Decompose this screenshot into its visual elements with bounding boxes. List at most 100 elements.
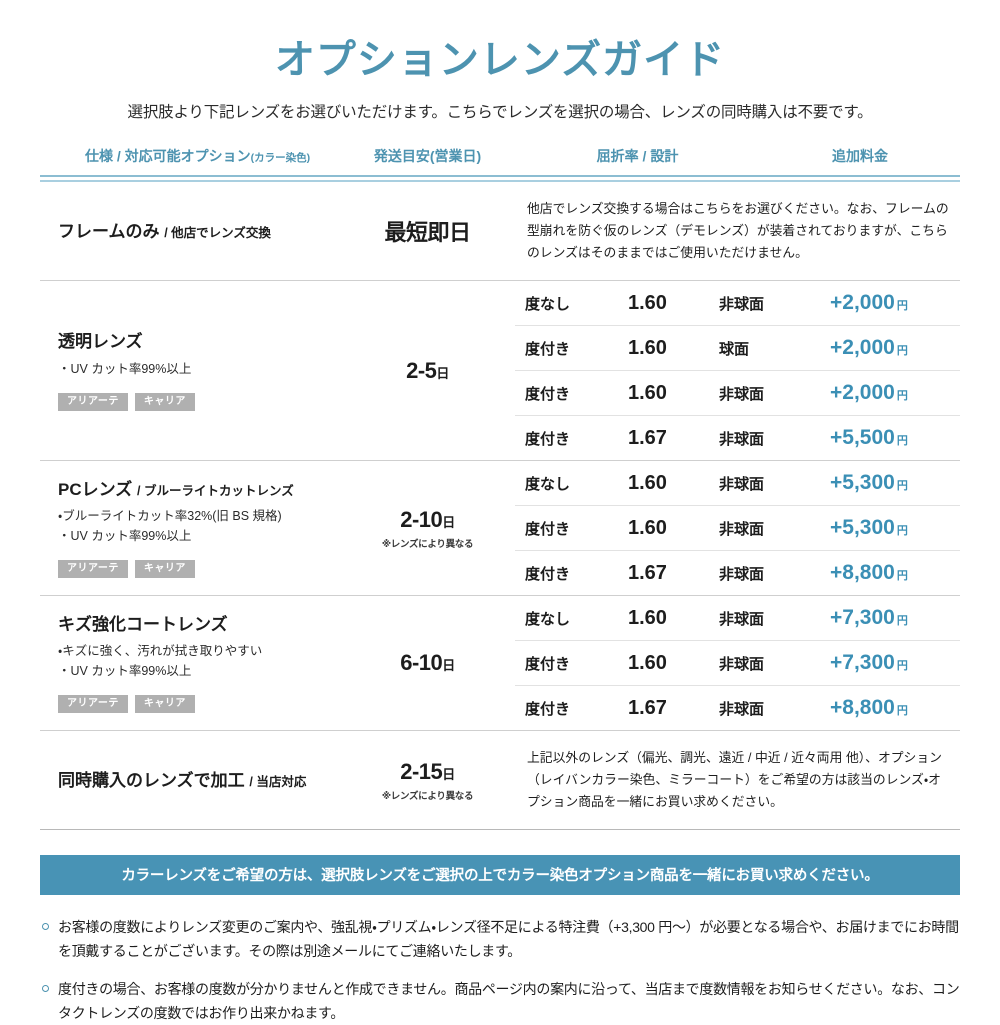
variant-refractive-index: 1.60 <box>628 471 667 494</box>
variant-refractive-index: 1.60 <box>628 291 667 314</box>
lens-spec-cell: 透明レンズ・UV カット率99%以上 アリアーテ キャリア <box>40 281 340 460</box>
variant-price-value: +5,500 <box>830 426 895 449</box>
lens-feature-item: ・ブルーライトカット率32%(旧 BS 規格) <box>58 508 282 523</box>
variant-degree: 度なし <box>525 475 571 493</box>
column-header-index-design: 屈折率 / 設計 <box>596 148 679 164</box>
variant-design: 非球面 <box>719 655 765 673</box>
column-header-shipping: 発送目安(営業日) <box>373 148 482 164</box>
lens-name: フレームのみ / 他店でレンズ交換 <box>58 222 334 242</box>
table-row: キズ強化コートレンズ・キズに強く、汚れが拭き取りやすい ・UV カット率99%以上… <box>40 596 960 731</box>
variant-refractive-index: 1.60 <box>628 651 667 674</box>
lens-name-main: キズ強化コートレンズ <box>58 614 228 634</box>
variant-refractive-index: 1.67 <box>628 696 667 719</box>
variant-price-value: +5,300 <box>830 516 895 539</box>
lens-name: 透明レンズ <box>58 332 334 352</box>
variant-degree: 度付き <box>525 655 571 673</box>
option-tag: アリアーテ <box>58 560 128 579</box>
lens-feature-list: ・キズに強く、汚れが拭き取りやすい ・UV カット率99%以上 <box>58 641 334 682</box>
variant-design: 非球面 <box>719 430 765 448</box>
column-header-spec-note: (カラー染色) <box>250 152 311 164</box>
variant-degree: 度なし <box>525 610 571 628</box>
lens-name-sub: / 当店対応 <box>249 774 307 789</box>
option-tag: アリアーテ <box>58 695 128 714</box>
variant-price-currency: 円 <box>896 390 908 402</box>
variant-design: 非球面 <box>719 610 765 628</box>
lens-variant-row: 度付き 1.67 非球面 +8,800 円 <box>515 686 960 730</box>
lens-variant-list: 度なし 1.60 非球面 +7,300 円度付き 1.60 非球面 +7,300 円度付き 1.6… <box>515 596 960 730</box>
lens-name-main: PCレンズ <box>58 479 133 499</box>
variant-design: 球面 <box>719 340 750 358</box>
shipping-days: 最短即日 <box>384 215 471 247</box>
lens-feature-item: ・UV カット率99%以上 <box>58 664 192 679</box>
lens-spec-cell: 同時購入のレンズで加工 / 当店対応 <box>40 731 340 829</box>
color-lens-banner: カラーレンズをご希望の方は、選択肢レンズをご選択の上でカラー染色オプション商品を… <box>40 855 960 895</box>
variant-price-currency: 円 <box>896 300 908 312</box>
lens-variant-row: 度なし 1.60 非球面 +5,300 円 <box>515 461 960 506</box>
variant-refractive-index: 1.60 <box>628 336 667 359</box>
column-header-spec: 仕様 / 対応可能オプション(カラー染色) <box>40 146 340 166</box>
lens-option-tags: アリアーテ キャリア <box>58 695 334 714</box>
lens-name-sub: / ブルーライトカットレンズ <box>137 483 294 498</box>
variant-price: +2,000 円 <box>830 381 960 405</box>
option-tag: アリアーテ <box>58 392 128 411</box>
variant-design: 非球面 <box>719 385 765 403</box>
shipping-days-value: 2-10 <box>400 506 443 532</box>
lens-name-main: フレームのみ <box>58 221 160 241</box>
variant-degree: 度付き <box>525 385 571 403</box>
variant-degree: 度付き <box>525 700 571 718</box>
variant-price-value: +7,300 <box>830 606 895 629</box>
variant-price-value: +7,300 <box>830 651 895 674</box>
shipping-days-value: 2-5 <box>406 357 437 383</box>
variant-price: +8,800 円 <box>830 561 960 585</box>
lens-variant-row: 度付き 1.60 非球面 +5,300 円 <box>515 506 960 551</box>
variant-price-value: +2,000 <box>830 291 895 314</box>
variant-price: +2,000 円 <box>830 336 960 360</box>
variant-degree: 度付き <box>525 430 571 448</box>
lens-variant-row: 度付き 1.60 非球面 +7,300 円 <box>515 641 960 686</box>
option-tag: キャリア <box>134 392 195 411</box>
shipping-days-unit: 日 <box>436 365 449 381</box>
shipping-estimate-cell: 6-10日 <box>340 596 515 730</box>
variant-price: +2,000 円 <box>830 291 960 315</box>
footer-note: お客様の度数によりレンズ変更のご案内や、強乱視・プリズム・レンズ径不足による特注… <box>40 915 960 963</box>
variant-price: +5,300 円 <box>830 516 960 540</box>
table-row: 同時購入のレンズで加工 / 当店対応 2-15日 ※レンズにより異なる 上記以外のレン… <box>40 731 960 830</box>
lens-variant-list: 度なし 1.60 非球面 +5,300 円度付き 1.60 非球面 +5,300 円度付き 1.6… <box>515 461 960 595</box>
shipping-days: 2-15日 <box>400 759 455 785</box>
column-header-extra-price: 追加料金 <box>832 148 888 164</box>
variant-design: 非球面 <box>719 520 765 538</box>
variant-price-value: +5,300 <box>830 471 895 494</box>
page-title: オプションレンズガイド <box>274 38 726 82</box>
variant-degree: 度付き <box>525 565 571 583</box>
lens-name-main: 透明レンズ <box>58 332 143 352</box>
variant-degree: 度なし <box>525 295 571 313</box>
circle-bullet-icon <box>42 923 49 930</box>
shipping-days-unit: 日 <box>442 658 455 673</box>
variant-price-currency: 円 <box>896 435 908 447</box>
shipping-days-unit: 日 <box>442 514 455 530</box>
variant-price-currency: 円 <box>896 480 908 492</box>
shipping-days-value: 2-15 <box>400 758 443 784</box>
table-body: フレームのみ / 他店でレンズ交換 最短即日 他店でレンズ交換する場合はこちらをお選… <box>40 182 960 830</box>
shipping-note: ※レンズにより異なる <box>381 538 474 550</box>
variant-price: +7,300 円 <box>830 651 960 675</box>
variant-price-currency: 円 <box>896 525 908 537</box>
footer-notes: お客様の度数によりレンズ変更のご案内や、強乱視・プリズム・レンズ径不足による特注… <box>40 915 960 1025</box>
variant-price-value: +8,800 <box>830 561 895 584</box>
lens-variant-row: 度なし 1.60 非球面 +2,000 円 <box>515 281 960 326</box>
lens-feature-item: ・UV カット率99%以上 <box>58 529 192 544</box>
page-subtitle: 選択肢より下記レンズをお選びいただけます。こちらでレンズを選択の場合、レンズの同… <box>127 104 873 121</box>
option-tag: キャリア <box>134 695 195 714</box>
variant-design: 非球面 <box>719 475 765 493</box>
option-lens-guide-page: オプションレンズガイド 選択肢より下記レンズをお選びいただけます。こちらでレンズ… <box>40 38 960 1021</box>
variant-price-currency: 円 <box>896 345 908 357</box>
header-divider <box>40 175 960 182</box>
shipping-days-value: 6-10 <box>400 650 443 675</box>
table-row: PCレンズ / ブルーライトカットレンズ・ブルーライトカット率32%(旧 BS … <box>40 461 960 596</box>
shipping-estimate-cell: 2-15日 ※レンズにより異なる <box>340 731 515 829</box>
lens-feature-list: ・UV カット率99%以上 <box>58 359 334 379</box>
variant-price: +5,500 円 <box>830 426 960 450</box>
variant-degree: 度付き <box>525 340 571 358</box>
lens-variant-row: 度付き 1.67 非球面 +8,800 円 <box>515 551 960 595</box>
lens-name-main: 同時購入のレンズで加工 <box>58 770 245 790</box>
